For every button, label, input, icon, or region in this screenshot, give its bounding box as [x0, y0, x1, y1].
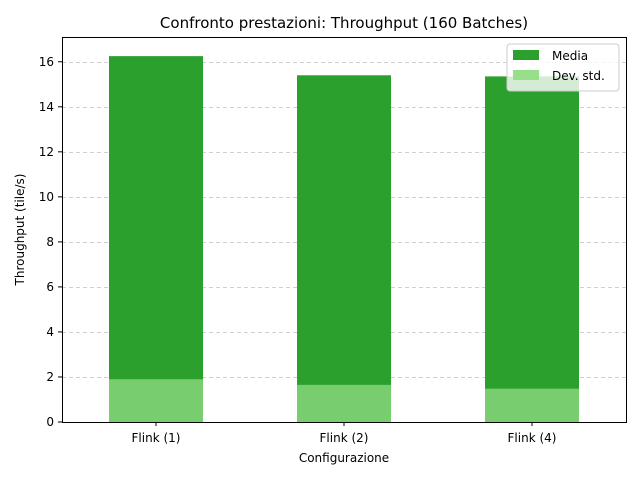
x-tick-label: Flink (4) — [508, 431, 557, 445]
legend-swatch — [513, 50, 539, 60]
bars — [109, 56, 579, 423]
bar-dev-std — [485, 388, 579, 422]
x-axis-ticks: Flink (1) Flink (2) Flink (4) — [132, 422, 557, 445]
x-tick-label: Flink (1) — [132, 431, 181, 445]
legend-label: Dev. std. — [552, 69, 605, 83]
x-tick-label: Flink (2) — [320, 431, 369, 445]
legend-label: Media — [552, 49, 588, 63]
y-tick-label: 4 — [46, 325, 54, 339]
legend: Media Dev. std. — [506, 43, 620, 92]
y-tick-label: 0 — [46, 415, 54, 429]
bar-media — [109, 56, 203, 423]
y-tick-label: 8 — [46, 235, 54, 249]
y-tick-label: 12 — [39, 145, 54, 159]
y-tick-label: 6 — [46, 280, 54, 294]
y-tick-label: 10 — [39, 190, 54, 204]
bar-media — [297, 75, 391, 423]
legend-swatch — [513, 70, 539, 80]
y-axis-label: Throughput (tile/s) — [13, 174, 27, 287]
y-axis-ticks: 0 2 4 6 8 10 12 14 16 — [39, 55, 62, 429]
bar-media — [485, 76, 579, 423]
y-tick-label: 16 — [39, 55, 54, 69]
chart-title: Confronto prestazioni: Throughput (160 B… — [160, 14, 528, 32]
bar-dev-std — [297, 384, 391, 422]
y-tick-label: 2 — [46, 370, 54, 384]
bar-dev-std — [109, 379, 203, 422]
x-axis-label: Configurazione — [299, 451, 389, 465]
y-tick-label: 14 — [39, 100, 54, 114]
